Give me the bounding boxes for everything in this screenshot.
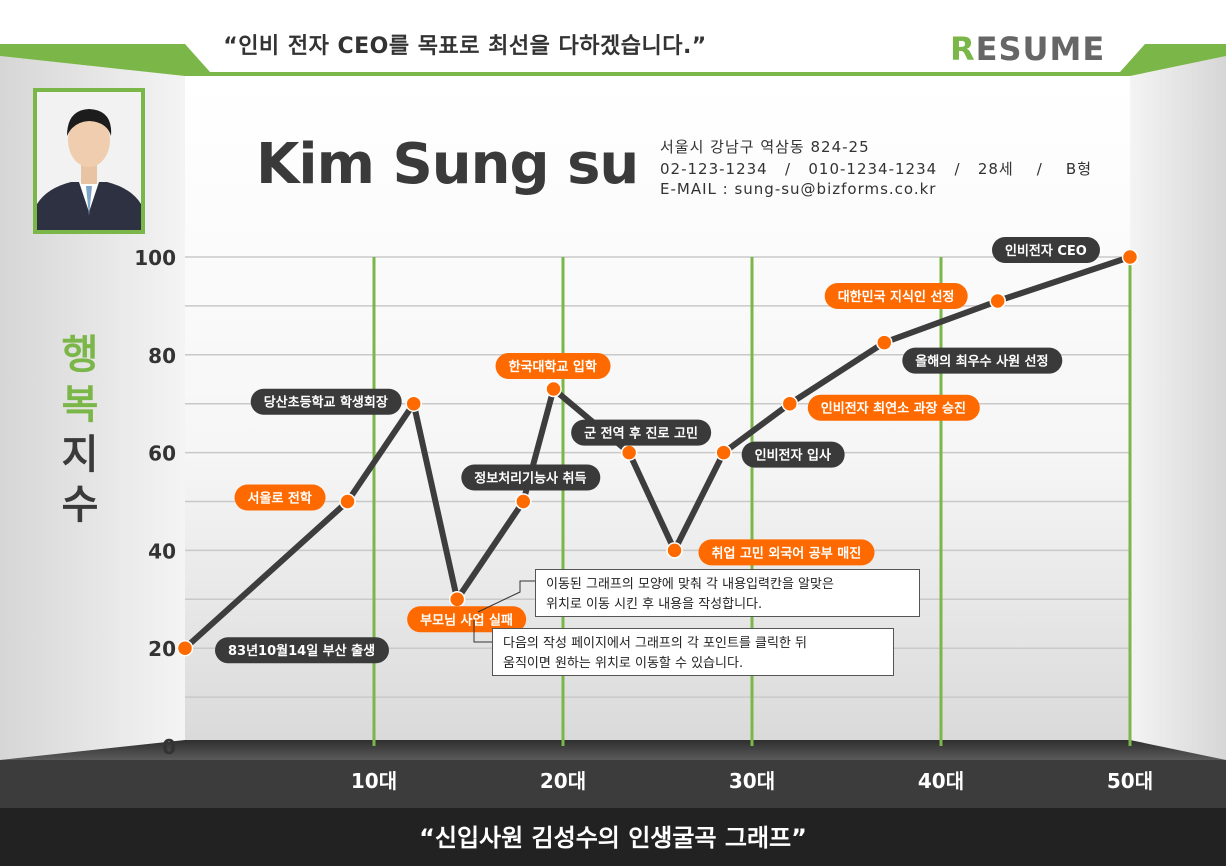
instruction-note: 이동된 그래프의 모양에 맞춰 각 내용입력칸을 알맞은 위치로 이동 시킨 후 … <box>535 569 920 617</box>
x-tick-label: 50대 <box>1107 769 1153 793</box>
bottom-title: “신입사원 김성수의 인생굴곡 그래프” <box>419 824 807 852</box>
point-label-text: 83년10월14일 부산 출생 <box>228 643 375 659</box>
point-label: 인비전자 최연소 과장 승진 <box>807 394 980 421</box>
data-point[interactable] <box>515 493 532 510</box>
point-label: 취업 고민 외국어 공부 매진 <box>698 539 875 566</box>
point-label: 부모님 사업 실패 <box>407 606 527 633</box>
data-point[interactable] <box>1121 248 1139 266</box>
floor-shadow <box>0 740 1226 760</box>
point-label-text: 정보처리기능사 취득 <box>474 471 586 487</box>
x-tick-label: 40대 <box>918 769 964 793</box>
data-point[interactable] <box>176 639 194 657</box>
x-tick-label: 30대 <box>729 769 775 793</box>
point-label-pill <box>461 464 601 491</box>
y-axis-title-char: 수 <box>61 482 99 528</box>
point-label: 당산초등학교 학생회장 <box>250 388 402 415</box>
y-axis-title-char: 지 <box>61 432 99 478</box>
point-label-pill <box>741 441 845 468</box>
data-point[interactable] <box>545 380 562 398</box>
bottom-title-bar <box>0 808 1226 866</box>
point-label-pill <box>824 283 968 310</box>
point-label: 인비전자 CEO <box>992 237 1100 263</box>
point-label-text: 한국대학교 입학 <box>509 359 597 375</box>
profile-photo <box>33 88 145 234</box>
motto-text: “인비 전자 CEO를 목표로 최선을 다하겠습니다.” <box>223 34 707 59</box>
applicant-name: Kim Sung su <box>256 132 639 197</box>
point-label-text: 서울로 전학 <box>248 491 312 507</box>
point-label: 인비전자 입사 <box>741 441 845 468</box>
data-point[interactable] <box>405 395 422 412</box>
data-point[interactable] <box>989 292 1006 310</box>
point-label-pill <box>902 347 1063 374</box>
data-point[interactable] <box>715 444 732 461</box>
point-label-text: 인비전자 최연소 과장 승진 <box>821 401 966 417</box>
point-label: 한국대학교 입학 <box>495 353 611 380</box>
point-label-pill <box>571 419 712 446</box>
point-label-text: 취업 고민 외국어 공부 매진 <box>712 545 862 561</box>
data-point[interactable] <box>666 542 683 559</box>
point-label-text: 군 전역 후 진로 고민 <box>584 426 698 442</box>
resume-logo: RESUME <box>950 30 1106 68</box>
data-point[interactable] <box>781 395 799 412</box>
contact-address: 서울시 강남구 역삼동 824-25 <box>660 138 870 156</box>
point-label-pill <box>807 394 980 421</box>
point-label-pill <box>250 388 402 415</box>
point-label: 83년10월14일 부산 출생 <box>215 637 389 664</box>
data-point[interactable] <box>620 444 638 461</box>
y-axis: 0 20 40 60 80 100 <box>134 246 176 759</box>
point-label-pill <box>698 539 875 566</box>
y-tick-label: 100 <box>134 246 176 270</box>
point-label-text: 인비전자 입사 <box>755 448 831 464</box>
point-label: 올해의 최우수 사원 선정 <box>902 347 1063 374</box>
y-tick-label: 40 <box>148 539 176 563</box>
data-point[interactable] <box>339 493 356 510</box>
point-label: 서울로 전학 <box>234 484 326 511</box>
point-label: 대한민국 지식인 선정 <box>824 283 968 310</box>
floor-strip <box>0 760 1226 808</box>
point-label-pill <box>495 353 611 380</box>
x-tick-label: 20대 <box>540 769 586 793</box>
point-label-text: 인비전자 CEO <box>1005 243 1087 259</box>
point-label: 정보처리기능사 취득 <box>461 464 601 491</box>
point-label-text: 올해의 최우수 사원 선정 <box>915 354 1048 370</box>
y-axis-title-char: 행 <box>61 332 99 378</box>
y-tick-label: 80 <box>148 344 176 368</box>
top-green-band <box>0 44 1226 76</box>
note-connectors <box>473 580 535 643</box>
point-label-pill <box>215 637 389 664</box>
y-tick-label: 60 <box>148 442 176 466</box>
life-curve-series <box>176 248 1139 657</box>
y-tick-label: 0 <box>162 735 176 759</box>
data-point[interactable] <box>448 591 466 608</box>
point-label-pill <box>234 484 326 511</box>
x-tick-label: 10대 <box>351 769 397 793</box>
point-label-text: 대한민국 지식인 선정 <box>838 289 955 305</box>
point-label-pill <box>992 237 1100 263</box>
y-tick-label: 20 <box>148 637 176 661</box>
contact-phones: 02-123-1234 / 010-1234-1234 / 28세 / B형 <box>660 160 1093 178</box>
x-axis: 10대 20대 30대 40대 50대 <box>351 769 1153 793</box>
point-label: 군 전역 후 진로 고민 <box>571 419 712 446</box>
point-label-pill <box>407 606 527 633</box>
data-point[interactable] <box>876 334 893 351</box>
person-portrait-icon <box>37 92 141 230</box>
point-label-text: 당산초등학교 학생회장 <box>264 395 388 411</box>
contact-email: E-MAIL : sung-su@bizforms.co.kr <box>660 180 937 198</box>
point-label-text: 부모님 사업 실패 <box>420 612 513 628</box>
instruction-note: 다음의 작성 페이지에서 그래프의 각 포인트를 클릭한 뒤 움직이면 원하는 위… <box>492 628 894 676</box>
y-axis-title-char: 복 <box>61 382 99 428</box>
